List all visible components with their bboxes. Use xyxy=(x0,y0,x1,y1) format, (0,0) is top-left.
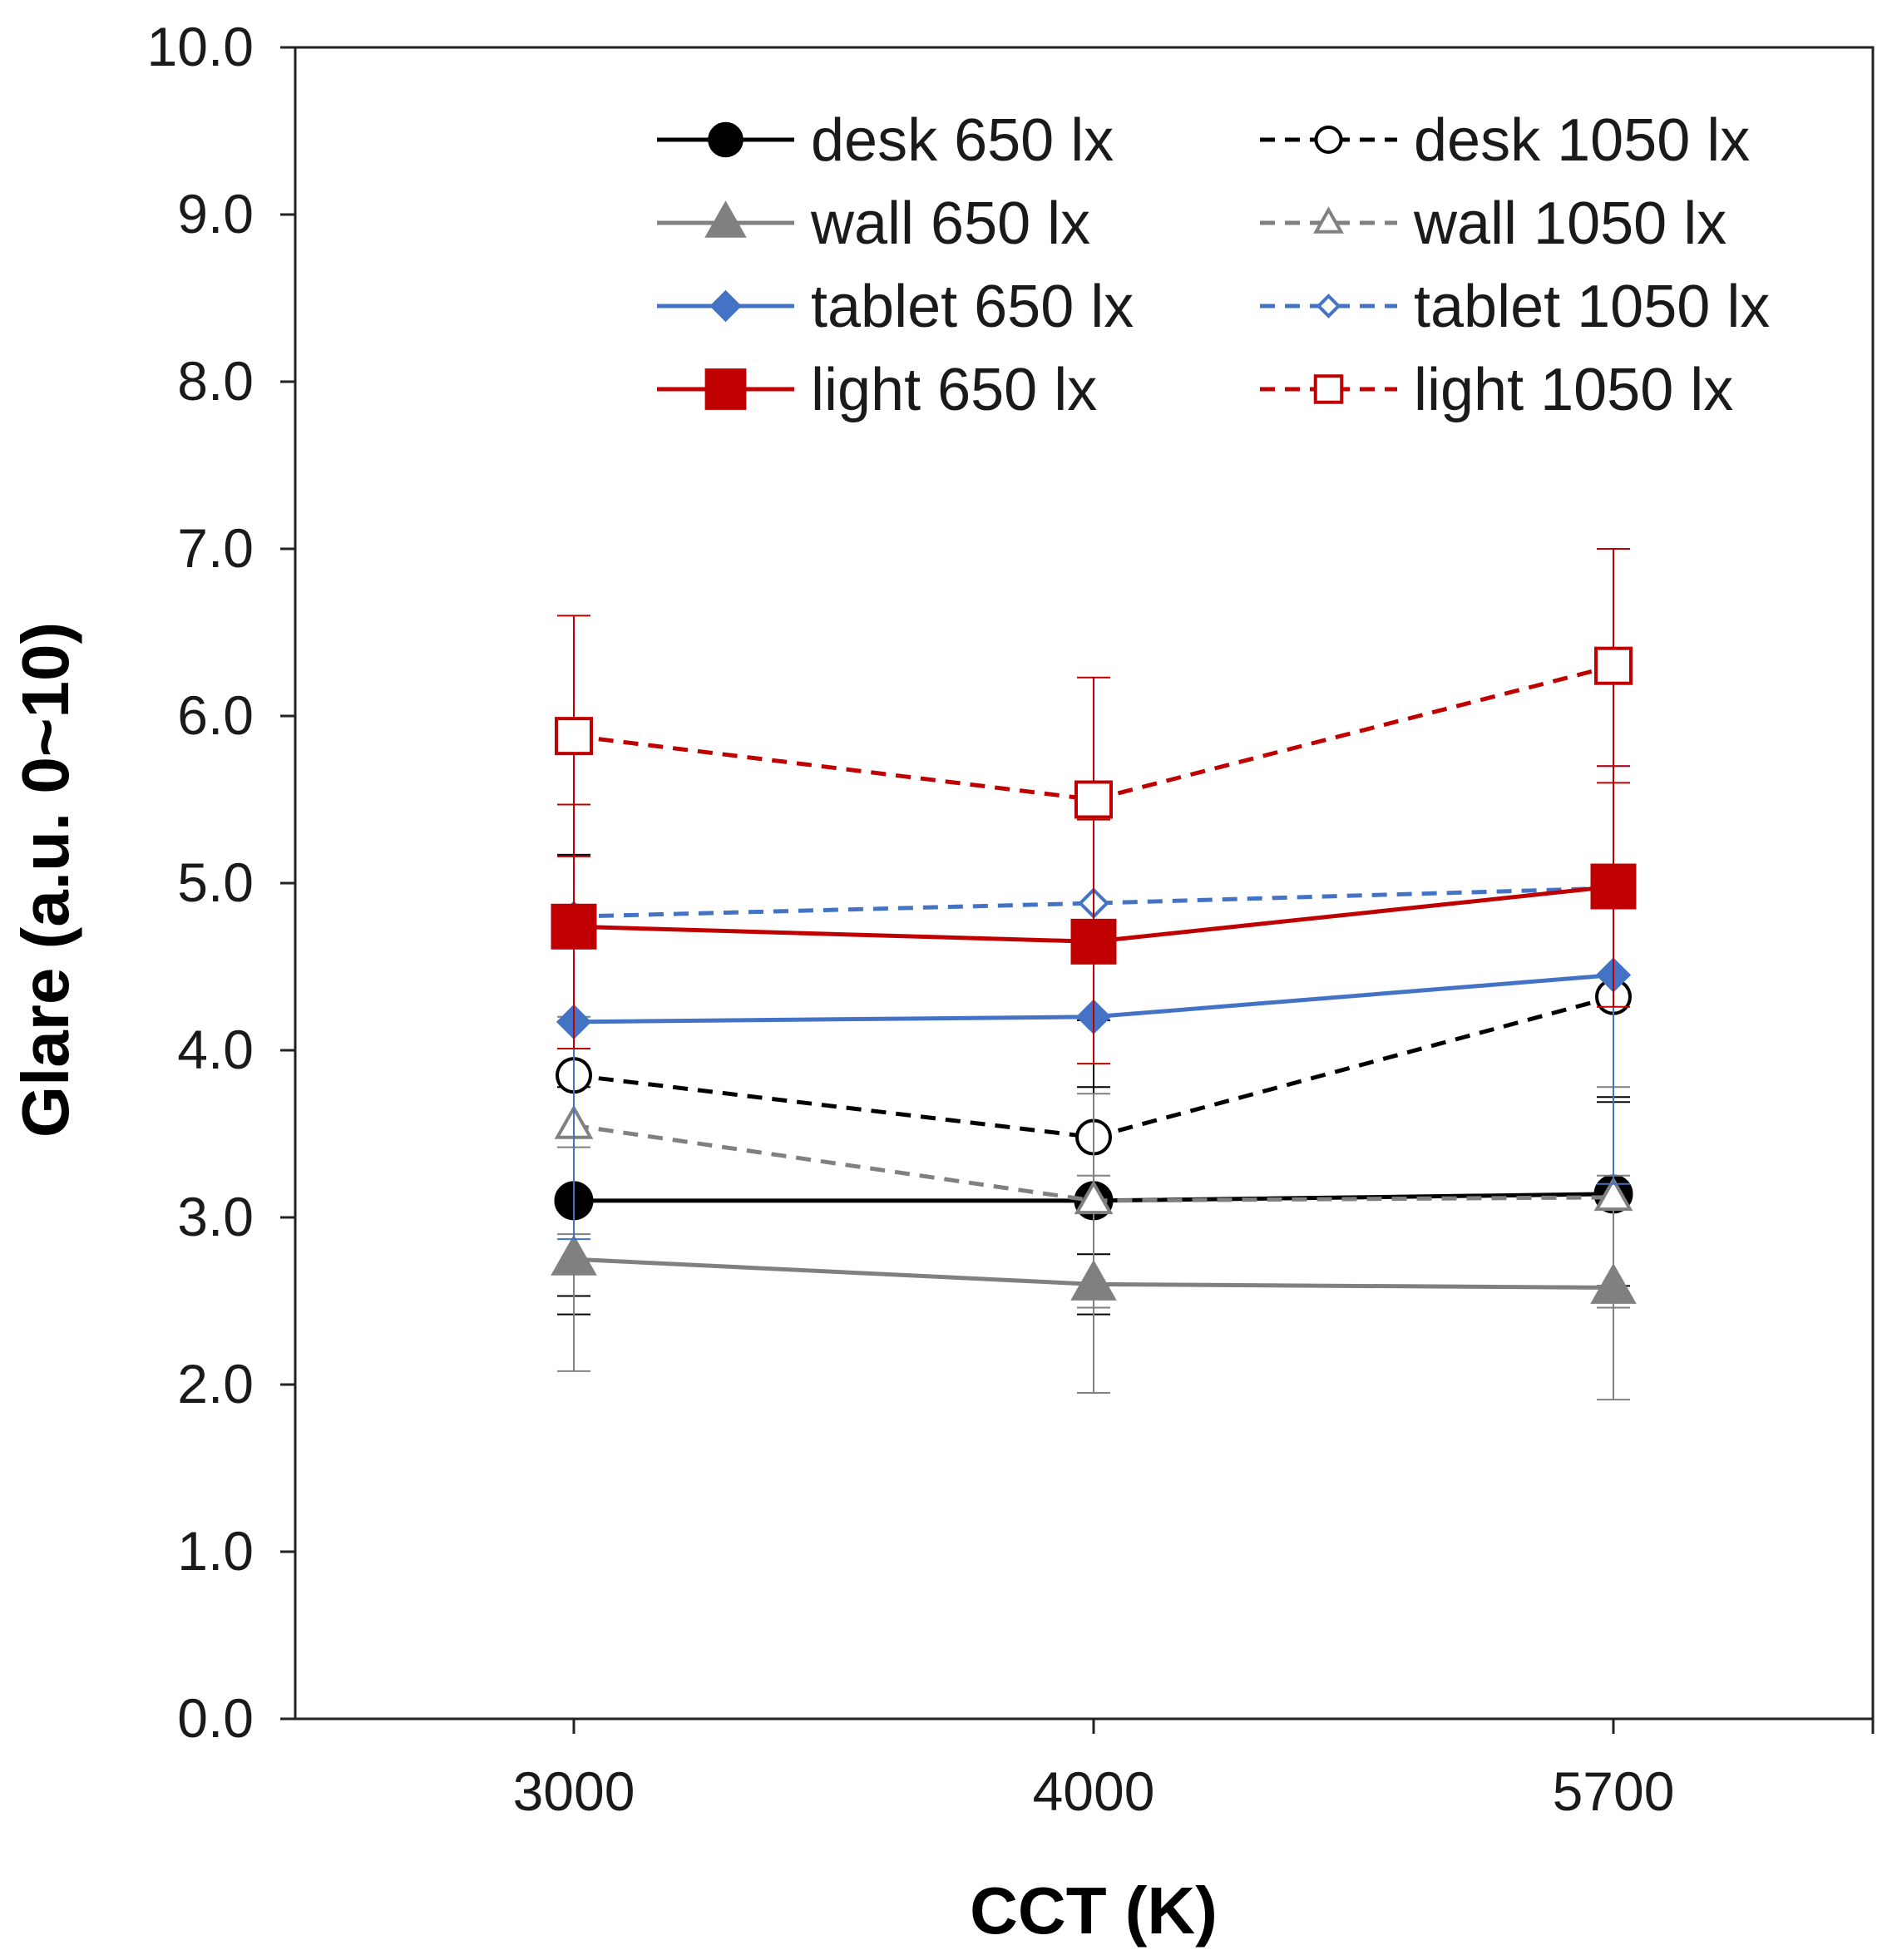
x-tick-label: 3000 xyxy=(513,1760,635,1822)
legend-swatch-marker xyxy=(708,121,743,158)
y-tick-label: 8.0 xyxy=(177,350,254,412)
series-line xyxy=(573,995,1614,1140)
series-line xyxy=(573,664,1614,802)
legend-swatch-marker xyxy=(1314,126,1343,154)
legend-item-tablet-1050-lx: tablet 1050 lx xyxy=(1260,274,1770,340)
legend-item-wall-650-lx: wall 650 lx xyxy=(657,190,1090,257)
y-tick-label: 2.0 xyxy=(177,1353,254,1414)
legend-item-wall-1050-lx: wall 1050 lx xyxy=(1260,190,1727,257)
legend-swatch-marker xyxy=(1313,374,1344,404)
legend-swatch-marker xyxy=(704,368,747,410)
legend-label: light 1050 lx xyxy=(1414,357,1733,423)
legend-label: desk 650 lx xyxy=(811,107,1114,174)
y-tick-label: 5.0 xyxy=(177,852,254,913)
legend-item-light-650-lx: light 650 lx xyxy=(657,357,1097,423)
legend: desk 650 lx wall 650 lx tablet 650 lx light… xyxy=(657,107,1770,423)
y-tick-label: 7.0 xyxy=(177,517,254,579)
legend-label: tablet 1050 lx xyxy=(1414,274,1770,340)
legend-swatch-marker xyxy=(709,289,742,323)
y-tick-label: 6.0 xyxy=(177,684,254,746)
series-light-650-lx xyxy=(551,765,1637,1065)
y-axis-title: Glare (a.u. 0~10) xyxy=(8,622,82,1138)
data-point xyxy=(1590,863,1637,910)
y-tick-label: 0.0 xyxy=(177,1687,254,1749)
y-tick-label: 9.0 xyxy=(177,183,254,244)
x-tick-label: 5700 xyxy=(1553,1760,1675,1822)
legend-swatch-marker xyxy=(704,200,747,238)
x-axis: 3000 4000 5700 xyxy=(513,1719,1875,1822)
data-point xyxy=(551,1234,597,1276)
legend-item-tablet-650-lx: tablet 650 lx xyxy=(657,274,1134,340)
legend-item-desk-650-lx: desk 650 lx xyxy=(657,107,1114,174)
legend-item-light-1050-lx: light 1050 lx xyxy=(1260,357,1733,423)
legend-swatch-marker xyxy=(1313,206,1344,234)
y-tick-label: 1.0 xyxy=(177,1520,254,1582)
y-tick-label: 4.0 xyxy=(177,1019,254,1080)
legend-swatch-marker xyxy=(1316,294,1341,318)
series-light-1050-lx xyxy=(555,548,1633,923)
legend-label: light 650 lx xyxy=(811,357,1097,423)
y-tick-label: 3.0 xyxy=(177,1186,254,1247)
data-point xyxy=(1074,780,1113,819)
data-point xyxy=(551,903,597,950)
legend-label: desk 1050 lx xyxy=(1414,107,1750,174)
legend-label: wall 1050 lx xyxy=(1413,190,1727,257)
data-point xyxy=(1074,1179,1114,1215)
data-point xyxy=(1593,1176,1633,1212)
y-tick-label: 10.0 xyxy=(147,16,254,77)
legend-label: tablet 650 lx xyxy=(811,274,1134,340)
legend-item-desk-1050-lx: desk 1050 lx xyxy=(1260,107,1750,174)
y-axis: 0.0 1.0 2.0 3.0 4.0 5.0 6.0 7.0 8.0 9.0 10.0 xyxy=(147,16,295,1749)
data-point xyxy=(1594,646,1633,685)
data-point xyxy=(555,717,593,756)
data-point xyxy=(1070,918,1117,965)
series-layer xyxy=(551,548,1637,1401)
x-tick-label: 4000 xyxy=(1033,1760,1155,1822)
legend-label: wall 650 lx xyxy=(810,190,1090,257)
x-axis-title: CCT (K) xyxy=(970,1874,1218,1948)
